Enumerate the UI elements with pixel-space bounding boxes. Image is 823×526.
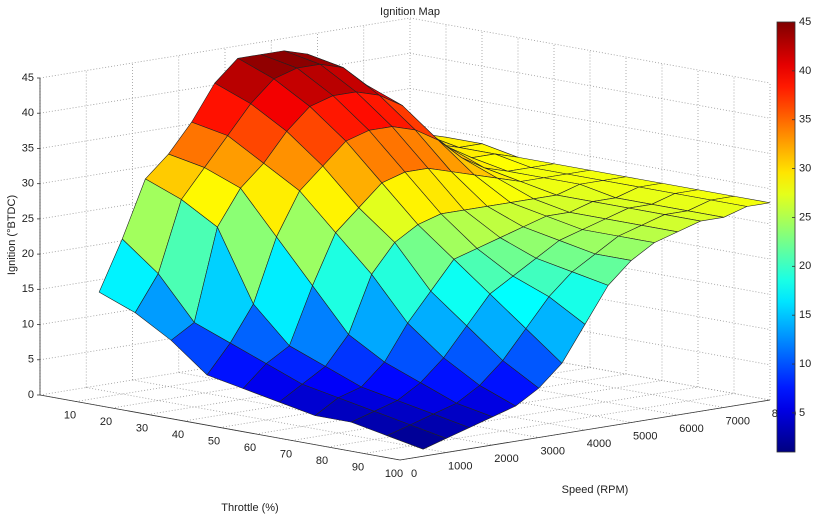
colorbar-tick-label: 10 xyxy=(799,358,811,370)
z-tick-label: 10 xyxy=(22,318,34,330)
chart-title: Ignition Map xyxy=(380,6,440,18)
colorbar xyxy=(776,21,796,453)
x-tick-label: 40 xyxy=(172,429,184,441)
y-tick-label: 5000 xyxy=(633,430,657,442)
y-tick-label: 7000 xyxy=(726,415,750,427)
grid-line xyxy=(409,88,771,154)
colorbar-tick-label: 25 xyxy=(799,211,811,223)
grid-line xyxy=(363,393,735,454)
colorbar-tick-label: 30 xyxy=(799,162,811,174)
z-axis-label: Ignition (°BTDC) xyxy=(6,195,18,275)
y-tick-label: 6000 xyxy=(679,423,703,435)
x-tick-label: 70 xyxy=(280,448,292,460)
z-tick-label: 15 xyxy=(22,283,34,295)
grid-line xyxy=(39,52,411,114)
grid-line xyxy=(86,387,447,453)
colorbar-tick-label: 5 xyxy=(799,407,805,419)
y-axis xyxy=(399,399,771,461)
x-tick-label: 20 xyxy=(100,416,112,428)
grid-line xyxy=(409,17,771,84)
x-tick-label: 50 xyxy=(208,435,220,447)
z-tick-label: 5 xyxy=(28,354,34,366)
x-tick-label: 60 xyxy=(244,442,256,454)
grid-line xyxy=(255,373,627,435)
colorbar-tick-label: 45 xyxy=(799,16,811,28)
x-tick-label: 100 xyxy=(385,468,403,480)
x-tick-label: 30 xyxy=(136,422,148,434)
x-tick-label: 10 xyxy=(64,409,76,421)
z-tick-label: 25 xyxy=(22,213,34,225)
z-tick-label: 30 xyxy=(22,178,34,190)
z-tick-label: 45 xyxy=(22,72,34,84)
y-axis-label: Speed (RPM) xyxy=(562,484,629,496)
y-tick-label: 1000 xyxy=(448,460,472,472)
surface-patch xyxy=(386,424,447,450)
y-tick-label: 4000 xyxy=(587,438,611,450)
y-tick-label: 0 xyxy=(411,468,417,480)
z-tick-label: 20 xyxy=(22,248,34,260)
x-tick-label: 90 xyxy=(352,461,364,473)
grid-line xyxy=(327,386,699,448)
grid-line xyxy=(132,379,493,446)
z-tick-label: 0 xyxy=(28,389,34,401)
colorbar-tick-label: 15 xyxy=(799,309,811,321)
grid-line xyxy=(39,17,411,79)
z-tick-label: 35 xyxy=(22,142,34,154)
x-axis xyxy=(39,394,401,461)
grid-line xyxy=(291,380,663,441)
z-tick-label: 40 xyxy=(22,107,34,119)
y-tick-label: 3000 xyxy=(541,445,565,457)
y-tick-label: 2000 xyxy=(494,453,518,465)
grid-line xyxy=(409,123,771,190)
grid-line xyxy=(409,52,771,119)
x-tick-label: 80 xyxy=(316,455,328,467)
colorbar-tick-label: 40 xyxy=(799,65,811,77)
colorbar-tick-label: 35 xyxy=(799,114,811,126)
x-axis-label: Throttle (%) xyxy=(221,502,278,514)
colorbar-tick-label: 20 xyxy=(799,260,811,272)
